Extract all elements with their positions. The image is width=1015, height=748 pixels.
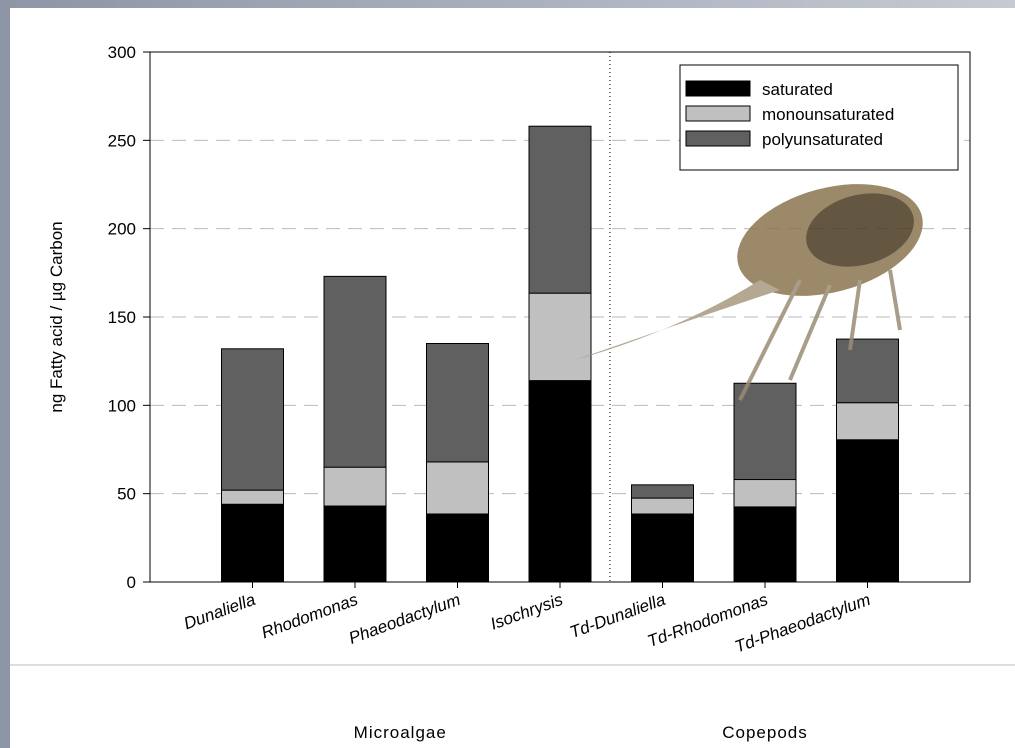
bar-segment [528,292,592,382]
y-tick-label: 50 [117,485,136,504]
bar-segment [323,275,387,468]
bar-segment [631,497,694,515]
bar-segment [836,439,899,583]
y-tick-label: 200 [108,220,136,239]
bar-segment [426,343,489,463]
bar-segment [221,348,284,491]
bar-segment [528,125,592,294]
bar-segment [323,466,387,507]
x-tick-label: Phaeodactylum [346,590,463,648]
bar-segment [221,489,284,505]
bar-segment [221,503,284,583]
bar-segment [733,506,797,583]
legend-label: saturated [762,80,833,99]
y-tick-label: 0 [127,573,136,592]
x-tick-label: Dunaliella [181,590,258,633]
bar-segment [631,513,694,583]
y-tick-label: 250 [108,131,136,150]
bar-segment [836,338,899,404]
legend-swatch [685,130,751,147]
y-tick-label: 150 [108,308,136,327]
y-tick-label: 300 [108,43,136,62]
x-tick-label: Isochrysis [488,590,566,634]
legend-swatch [685,105,751,122]
group-label: Copepods [722,723,808,742]
copepod-image [575,184,923,401]
legend-label: monounsaturated [762,105,894,124]
bar-segment [733,479,797,508]
y-tick-label: 100 [108,396,136,415]
bar-segment [426,461,489,515]
bar-segment [426,513,489,583]
plot-frame [149,51,971,583]
y-axis-label: ng Fatty acid / µg Carbon [47,221,66,412]
bar-segment [528,380,592,583]
bar-segment [733,382,797,481]
group-label: Microalgae [354,723,447,742]
legend-label: polyunsaturated [762,130,883,149]
bar-segment [631,484,694,499]
bar-segment [836,402,899,441]
legend-swatch [685,80,751,97]
x-tick-label: Rhodomonas [259,590,361,643]
bar-segment [323,505,387,583]
